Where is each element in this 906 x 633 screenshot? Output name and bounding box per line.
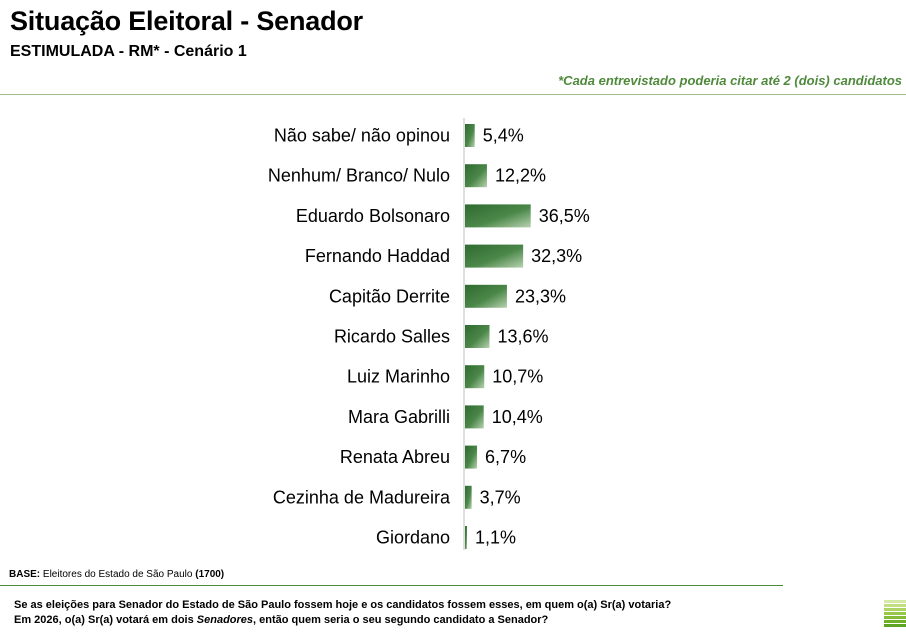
data-label: 5,4%	[483, 126, 524, 146]
category-label: Nenhum/ Branco/ Nulo	[268, 166, 450, 186]
survey-question: Se as eleições para Senador do Estado de…	[14, 598, 671, 628]
base-count: (1700)	[195, 569, 225, 580]
category-label: Cezinha de Madureira	[273, 487, 451, 507]
category-label: Mara Gabrilli	[348, 407, 450, 427]
question-line-2-emphasis: Senadores	[196, 614, 254, 626]
logo-stripe	[884, 608, 906, 611]
data-label: 32,3%	[531, 246, 582, 266]
bar-chart: Não sabe/ não opinou 5,4% Nenhum/ Branco/ …	[268, 118, 590, 550]
bar	[465, 365, 485, 389]
data-label: 12,2%	[495, 166, 546, 186]
bar	[465, 485, 472, 509]
footnote-multiple-choice: *Cada entrevistado poderia citar até 2 (…	[558, 73, 902, 88]
bar	[465, 405, 484, 429]
bar	[465, 204, 531, 228]
bar	[465, 124, 475, 147]
logo-stripe	[884, 616, 906, 619]
data-label: 23,3%	[515, 286, 566, 306]
bar	[465, 244, 524, 268]
question-line-1: Se as eleições para Senador do Estado de…	[14, 599, 672, 611]
logo-stripe	[884, 604, 906, 607]
logo-stripe	[884, 612, 906, 615]
bar	[465, 284, 507, 308]
header-divider	[0, 94, 906, 95]
question-line-2-end: , então quem seria o seu segundo candida…	[253, 614, 549, 626]
footer-divider	[0, 585, 783, 586]
bar	[465, 526, 467, 549]
data-label: 13,6%	[497, 327, 548, 347]
category-label: Não sabe/ não opinou	[274, 126, 450, 146]
logo-stripe	[884, 624, 906, 627]
category-label: Giordano	[376, 528, 450, 548]
page-title: Situação Eleitoral - Senador	[10, 6, 363, 36]
base-label: BASE:	[9, 569, 41, 580]
bar	[465, 325, 490, 348]
logo-stripe	[884, 620, 906, 623]
bars-group: Não sabe/ não opinou 5,4% Nenhum/ Branco/ …	[268, 124, 590, 549]
question-line-2: Em 2026, o(a) Sr(a) votará em dois Senad…	[14, 613, 671, 628]
category-label: Renata Abreu	[340, 447, 450, 467]
question-line-2-start: Em 2026, o(a) Sr(a) votará em dois	[14, 614, 197, 626]
category-label: Fernando Haddad	[305, 246, 450, 266]
bar	[465, 164, 487, 188]
base-text: Eleitores do Estado de São Paulo	[42, 569, 193, 580]
data-label: 1,1%	[475, 528, 516, 548]
data-label: 3,7%	[480, 487, 521, 507]
category-label: Ricardo Salles	[334, 327, 450, 347]
category-label: Eduardo Bolsonaro	[296, 206, 450, 226]
green-stripes-logo-icon	[884, 600, 906, 630]
category-label: Capitão Derrite	[329, 286, 450, 306]
data-label: 36,5%	[539, 206, 590, 226]
data-label: 10,4%	[492, 407, 543, 427]
page-subtitle: ESTIMULADA - RM* - Cenário 1	[10, 43, 247, 60]
bar	[465, 445, 478, 469]
sample-base: BASE: Eleitores do Estado de São Paulo (…	[9, 569, 224, 580]
data-label: 6,7%	[485, 447, 526, 467]
data-label: 10,7%	[492, 367, 543, 387]
logo-stripe	[884, 600, 906, 603]
category-label: Luiz Marinho	[347, 367, 450, 387]
